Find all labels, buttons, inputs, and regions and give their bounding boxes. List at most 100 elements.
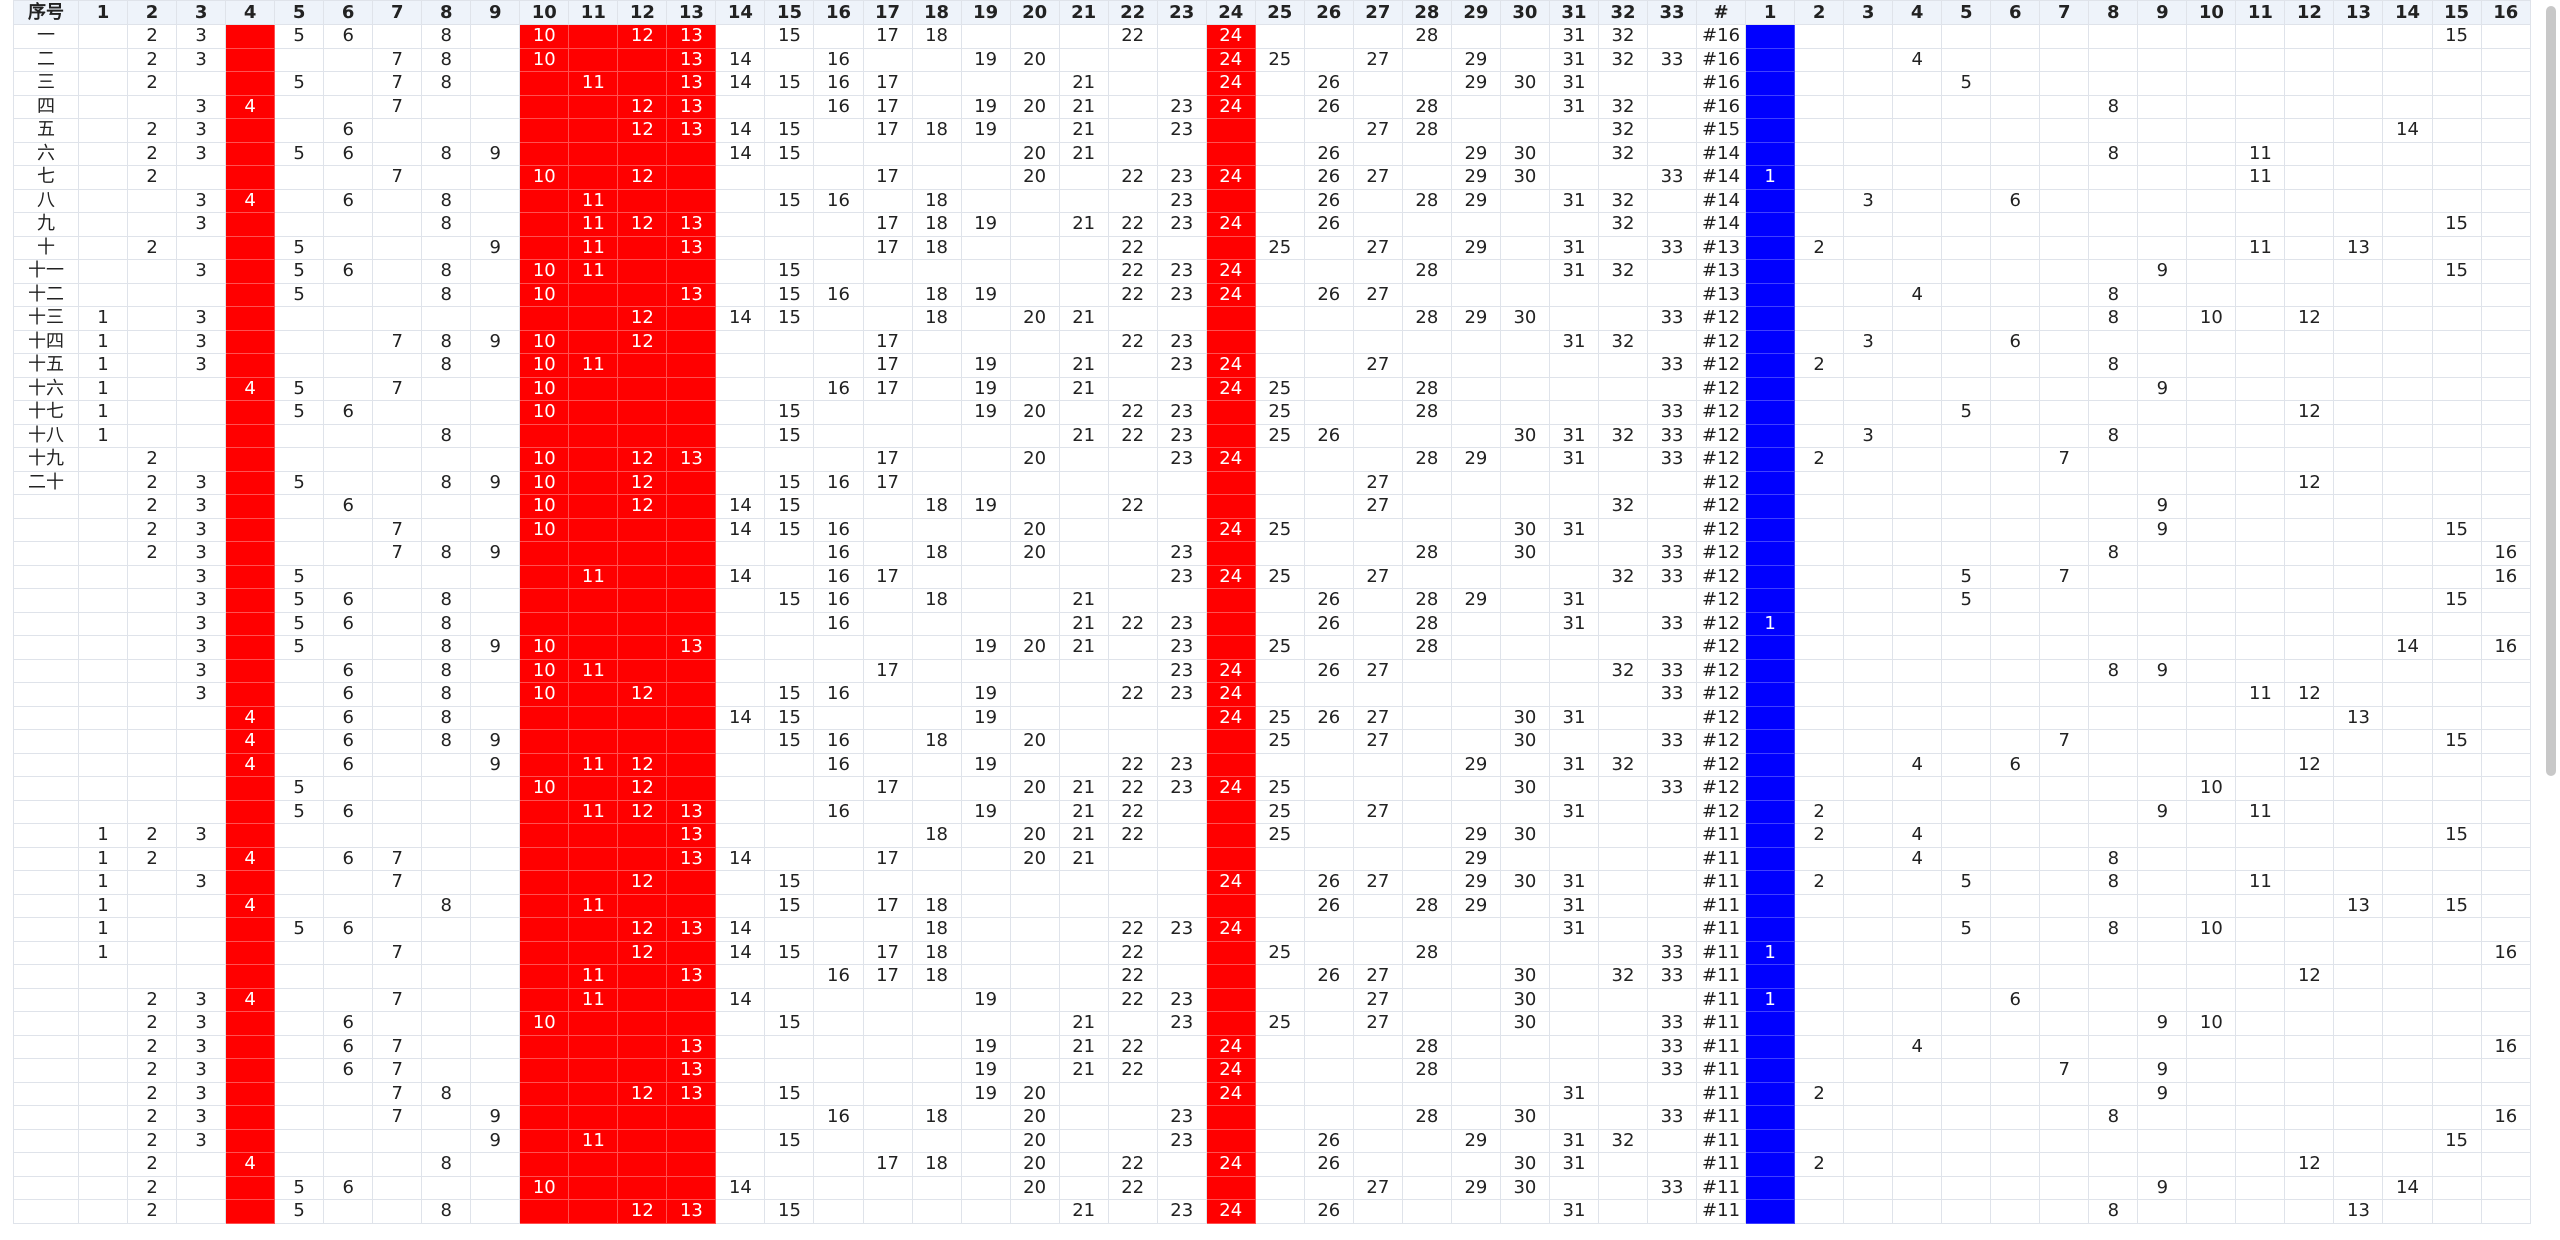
red-number: 31 [1548, 1152, 1599, 1177]
table-cell [1794, 329, 1845, 354]
table-cell [2186, 47, 2237, 72]
table-cell [911, 400, 962, 425]
red-number: 23 [1156, 776, 1207, 801]
column-header: 13 [2333, 0, 2384, 25]
table-cell [372, 611, 423, 636]
table-cell [617, 1058, 668, 1083]
table-cell [1401, 729, 1452, 754]
table-cell [77, 188, 129, 213]
table-cell [1450, 353, 1501, 378]
table-cell [1401, 870, 1452, 895]
red-number: 6 [323, 752, 374, 777]
table-cell [225, 71, 276, 96]
blue-number: 8 [2088, 306, 2139, 331]
table-cell [2284, 541, 2335, 566]
red-number: 6 [323, 24, 374, 49]
table-cell [1009, 799, 1060, 824]
column-header: 32 [1597, 0, 1649, 25]
table-cell [2137, 400, 2188, 425]
table-cell [1990, 165, 2041, 190]
table-cell [2137, 752, 2188, 777]
table-cell [666, 682, 717, 707]
table-cell [323, 165, 374, 190]
table-cell [470, 940, 521, 965]
table-cell [1009, 611, 1060, 636]
red-number: 17 [862, 24, 913, 49]
table-cell [2088, 799, 2139, 824]
red-number: 14 [715, 306, 766, 331]
table-cell [1352, 1105, 1403, 1130]
blue-number: 2 [1794, 823, 1845, 848]
table-cell [127, 94, 178, 119]
red-number: 23 [1156, 564, 1207, 589]
table-cell [1794, 400, 1845, 425]
red-number: 22 [1107, 329, 1158, 354]
table-cell [617, 635, 668, 660]
table-cell [1745, 1152, 1796, 1177]
red-number: 25 [1254, 823, 1305, 848]
red-number: 14 [715, 47, 766, 72]
table-cell [1941, 494, 1992, 519]
table-cell [1254, 846, 1305, 871]
red-number: 29 [1450, 1128, 1501, 1153]
table-cell [813, 1199, 864, 1224]
table-cell [1843, 1011, 1894, 1036]
table-cell [77, 447, 129, 472]
table-cell [813, 235, 864, 260]
table-cell [862, 611, 913, 636]
table-cell [1058, 541, 1109, 566]
table-cell [1009, 282, 1060, 307]
table-cell [1548, 564, 1599, 589]
table-cell [1352, 212, 1403, 237]
table-cell [2039, 1011, 2090, 1036]
table-cell [1401, 987, 1452, 1012]
table-cell [1107, 447, 1158, 472]
red-number: 21 [1058, 71, 1109, 96]
red-number: 7 [372, 329, 423, 354]
red-number: 28 [1401, 1105, 1452, 1130]
red-number: 17 [862, 564, 913, 589]
red-number: 10 [519, 282, 570, 307]
count: #11 [1696, 1199, 1747, 1224]
table-cell [1205, 1128, 1256, 1153]
table-cell [2431, 870, 2482, 895]
table-cell [421, 964, 472, 989]
table-cell [2137, 71, 2188, 96]
table-cell [862, 917, 913, 942]
red-number: 3 [176, 1105, 227, 1130]
table-cell [274, 658, 325, 683]
table-cell [1058, 259, 1109, 284]
table-cell [274, 188, 325, 213]
red-number: 18 [911, 1105, 962, 1130]
table-cell [2333, 964, 2384, 989]
table-body: 一 2 3 5 6 8 10 12 13 15 17 18 22 24 28 31 32 #16 15 二 2 3 7 8 10… [13, 24, 2532, 1224]
table-cell [2382, 212, 2433, 237]
table-cell [960, 1105, 1011, 1130]
table-cell [1597, 1058, 1649, 1083]
red-number: 26 [1303, 658, 1354, 683]
red-number: 8 [421, 353, 472, 378]
table-cell [372, 705, 423, 730]
red-number: 17 [862, 353, 913, 378]
red-number: 31 [1548, 423, 1599, 448]
blue-number: 2 [1794, 799, 1845, 824]
table-cell [666, 165, 717, 190]
red-number: 7 [372, 541, 423, 566]
table-cell [1303, 776, 1354, 801]
blue-number: 9 [2137, 376, 2188, 401]
table-cell [2039, 846, 2090, 871]
table-cell [1548, 1175, 1599, 1200]
table-row: 5 10 12 17 20 21 22 23 24 25 30 33 #12 10 [13, 776, 2532, 801]
table-cell [225, 682, 276, 707]
table-cell [2137, 1128, 2188, 1153]
table-cell [274, 1058, 325, 1083]
table-cell [1794, 564, 1845, 589]
red-number: 13 [666, 1199, 717, 1224]
table-cell [372, 1128, 423, 1153]
table-cell [1401, 329, 1452, 354]
table-row: 2 3 7 10 14 15 16 20 24 25 30 31 #12 9 15 [13, 517, 2532, 542]
table-cell [2333, 376, 2384, 401]
table-cell [1107, 1081, 1158, 1106]
red-number: 3 [176, 635, 227, 660]
scrollbar[interactable] [2546, 6, 2556, 776]
